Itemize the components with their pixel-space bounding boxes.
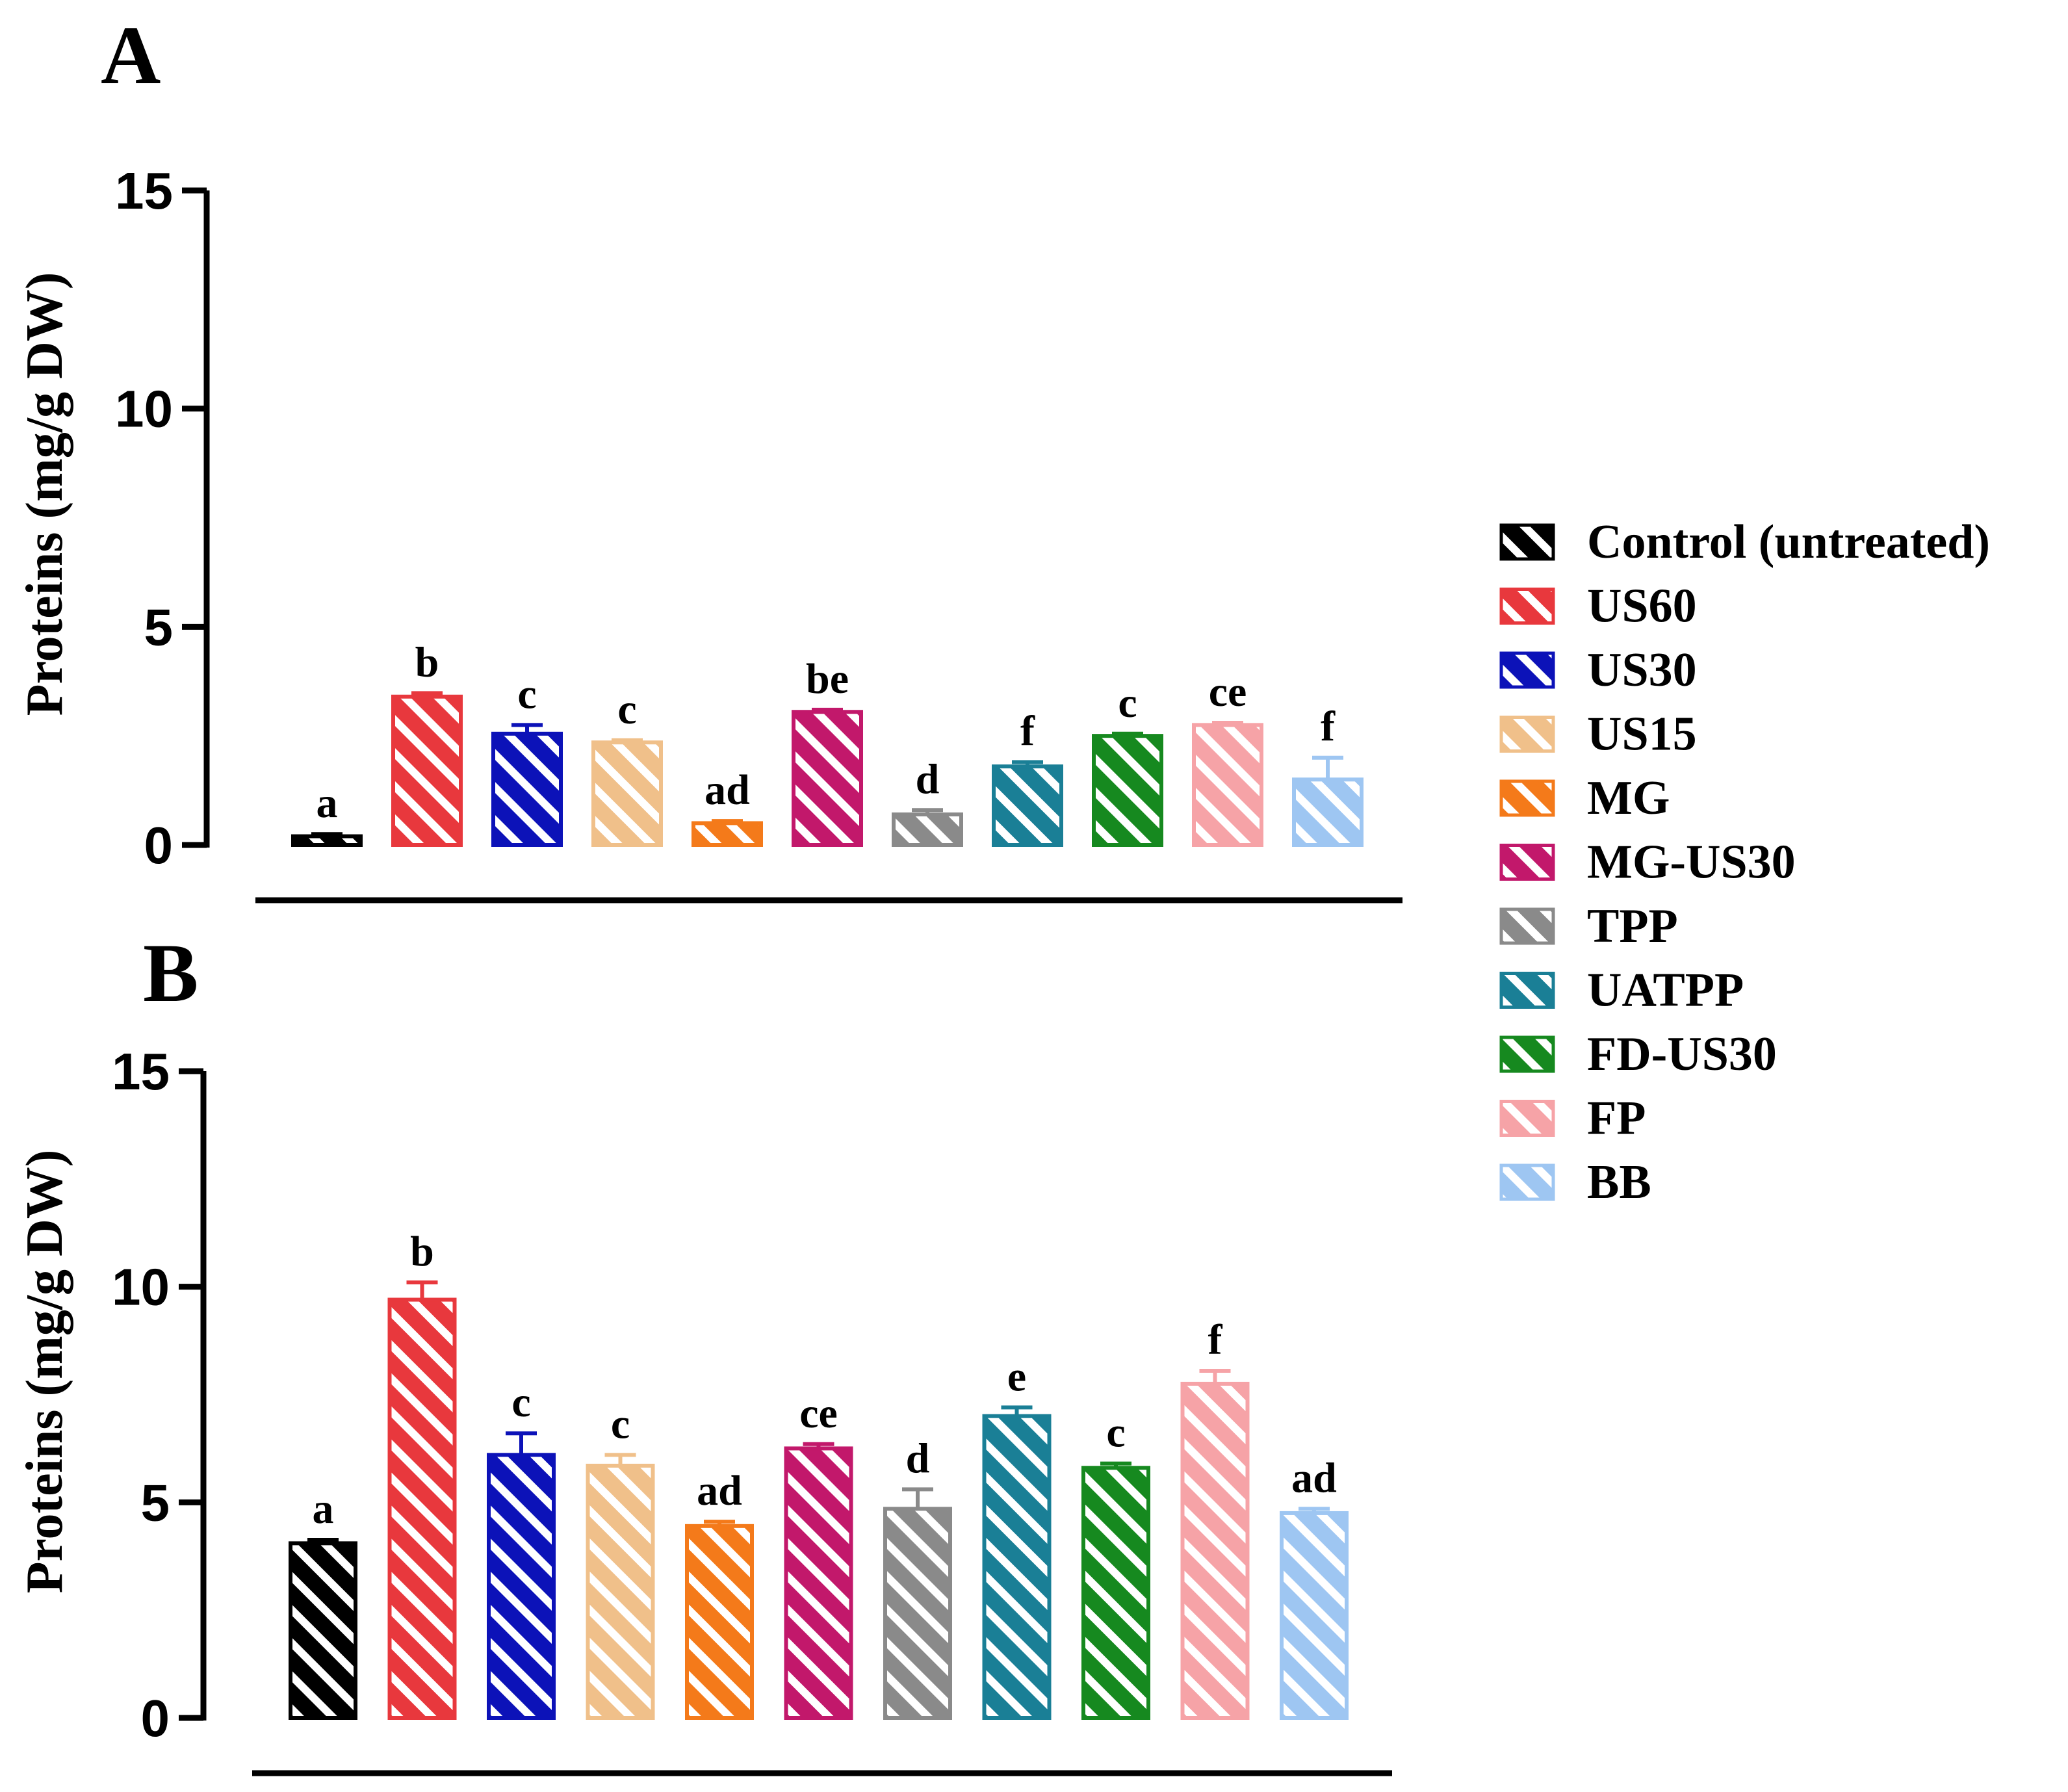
bar-fd-us30: [1092, 734, 1163, 847]
significance-letter: a: [317, 779, 338, 827]
bars-b: a b c c ad ce d e c f ad: [289, 1228, 1349, 1721]
significance-letter: ad: [1291, 1454, 1337, 1501]
legend-label: BB: [1587, 1156, 1651, 1209]
y-axis-a: 0 5 10 15: [115, 162, 210, 874]
legend-swatch: [1499, 716, 1555, 753]
significance-letter: c: [511, 1379, 530, 1426]
bar-mg: [685, 1524, 754, 1720]
bar-fp: [1180, 1381, 1250, 1721]
significance-letter: ce: [799, 1390, 838, 1437]
y-axis-b: 0 5 10 15: [112, 1043, 207, 1747]
significance-letter: f: [1321, 703, 1336, 751]
significance-letter: e: [1007, 1353, 1026, 1400]
bar-us15: [591, 740, 663, 848]
bar-tpp: [892, 812, 963, 848]
bar-control-untreated-: [291, 834, 363, 848]
panel-a: A Proteins (mg/g DW) 0 5 10 15 a b c c ad be d f c c…: [16, 9, 1402, 903]
significance-letter: c: [611, 1400, 630, 1448]
legend-label: UATPP: [1587, 964, 1744, 1017]
y-axis-label-a: Proteins (mg/g DW): [16, 272, 73, 716]
bar-mg: [691, 821, 763, 848]
bar-uatpp: [982, 1414, 1052, 1721]
significance-letter: f: [1208, 1316, 1223, 1364]
significance-letter: c: [1118, 679, 1137, 727]
legend-label: US15: [1587, 708, 1697, 761]
legend-label: MG: [1587, 772, 1670, 825]
y-tick-label: 10: [115, 380, 173, 438]
y-tick-label: 5: [141, 1474, 170, 1531]
panel-letter-a: A: [101, 9, 161, 101]
legend-swatch: [1499, 523, 1555, 561]
bar-fd-us30: [1081, 1466, 1150, 1720]
legend-label: Control (untreated): [1587, 515, 1990, 569]
legend-swatch: [1499, 1100, 1555, 1137]
panel-letter-b: B: [143, 927, 198, 1019]
significance-letter: c: [517, 670, 536, 718]
panel-b: B Proteins (mg/g DW) 0 5 10 15 a b c c ad ce d e c f…: [16, 927, 1392, 1776]
significance-letter: d: [906, 1435, 930, 1482]
legend-swatch: [1499, 972, 1555, 1009]
significance-letter: ad: [704, 766, 750, 814]
legend-label: MG-US30: [1587, 836, 1796, 889]
legend-swatch: [1499, 844, 1555, 881]
significance-letter: c: [617, 686, 636, 733]
legend-swatch: [1499, 588, 1555, 625]
significance-letter: d: [916, 755, 940, 803]
bar-us30: [491, 731, 563, 848]
bar-us30: [487, 1453, 556, 1721]
bar-tpp: [883, 1507, 952, 1721]
y-tick-label: 0: [144, 816, 174, 874]
y-tick-label: 10: [112, 1258, 170, 1316]
legend-label: FD-US30: [1587, 1028, 1777, 1081]
y-tick-label: 15: [115, 162, 173, 220]
y-axis-label-b: Proteins (mg/g DW): [16, 1150, 73, 1594]
legend-label: US60: [1587, 580, 1697, 633]
bar-fp: [1192, 723, 1263, 847]
legend: Control (untreated) US60 US30 US15 MG MG-US30…: [1499, 515, 1990, 1209]
bars-a: a b c c ad be d f c ce f: [291, 638, 1364, 848]
bar-mg-us30: [784, 1446, 853, 1721]
significance-letter: a: [313, 1485, 334, 1533]
y-tick-label: 5: [144, 598, 174, 656]
significance-letter: c: [1106, 1409, 1125, 1457]
significance-letter: b: [415, 638, 439, 686]
significance-letter: ad: [697, 1467, 742, 1514]
legend-swatch: [1499, 1163, 1555, 1201]
bar-bb: [1280, 1511, 1349, 1721]
bar-bb: [1292, 777, 1364, 848]
bar-mg-us30: [792, 710, 863, 847]
bar-us15: [586, 1463, 655, 1720]
legend-swatch: [1499, 651, 1555, 689]
bar-us60: [391, 694, 463, 848]
y-tick-label: 0: [141, 1689, 170, 1747]
bar-uatpp: [992, 764, 1063, 848]
legend-swatch: [1499, 1035, 1555, 1073]
legend-label: US30: [1587, 643, 1697, 697]
legend-label: TPP: [1587, 900, 1678, 953]
legend-label: FP: [1587, 1092, 1646, 1145]
significance-letter: f: [1020, 707, 1035, 755]
bar-us60: [387, 1297, 457, 1720]
bar-control-untreated-: [289, 1541, 357, 1721]
legend-swatch: [1499, 779, 1555, 817]
legend-swatch: [1499, 907, 1555, 945]
significance-letter: ce: [1209, 668, 1247, 716]
significance-letter: b: [410, 1228, 434, 1275]
y-tick-label: 15: [112, 1043, 170, 1100]
significance-letter: be: [806, 655, 849, 703]
